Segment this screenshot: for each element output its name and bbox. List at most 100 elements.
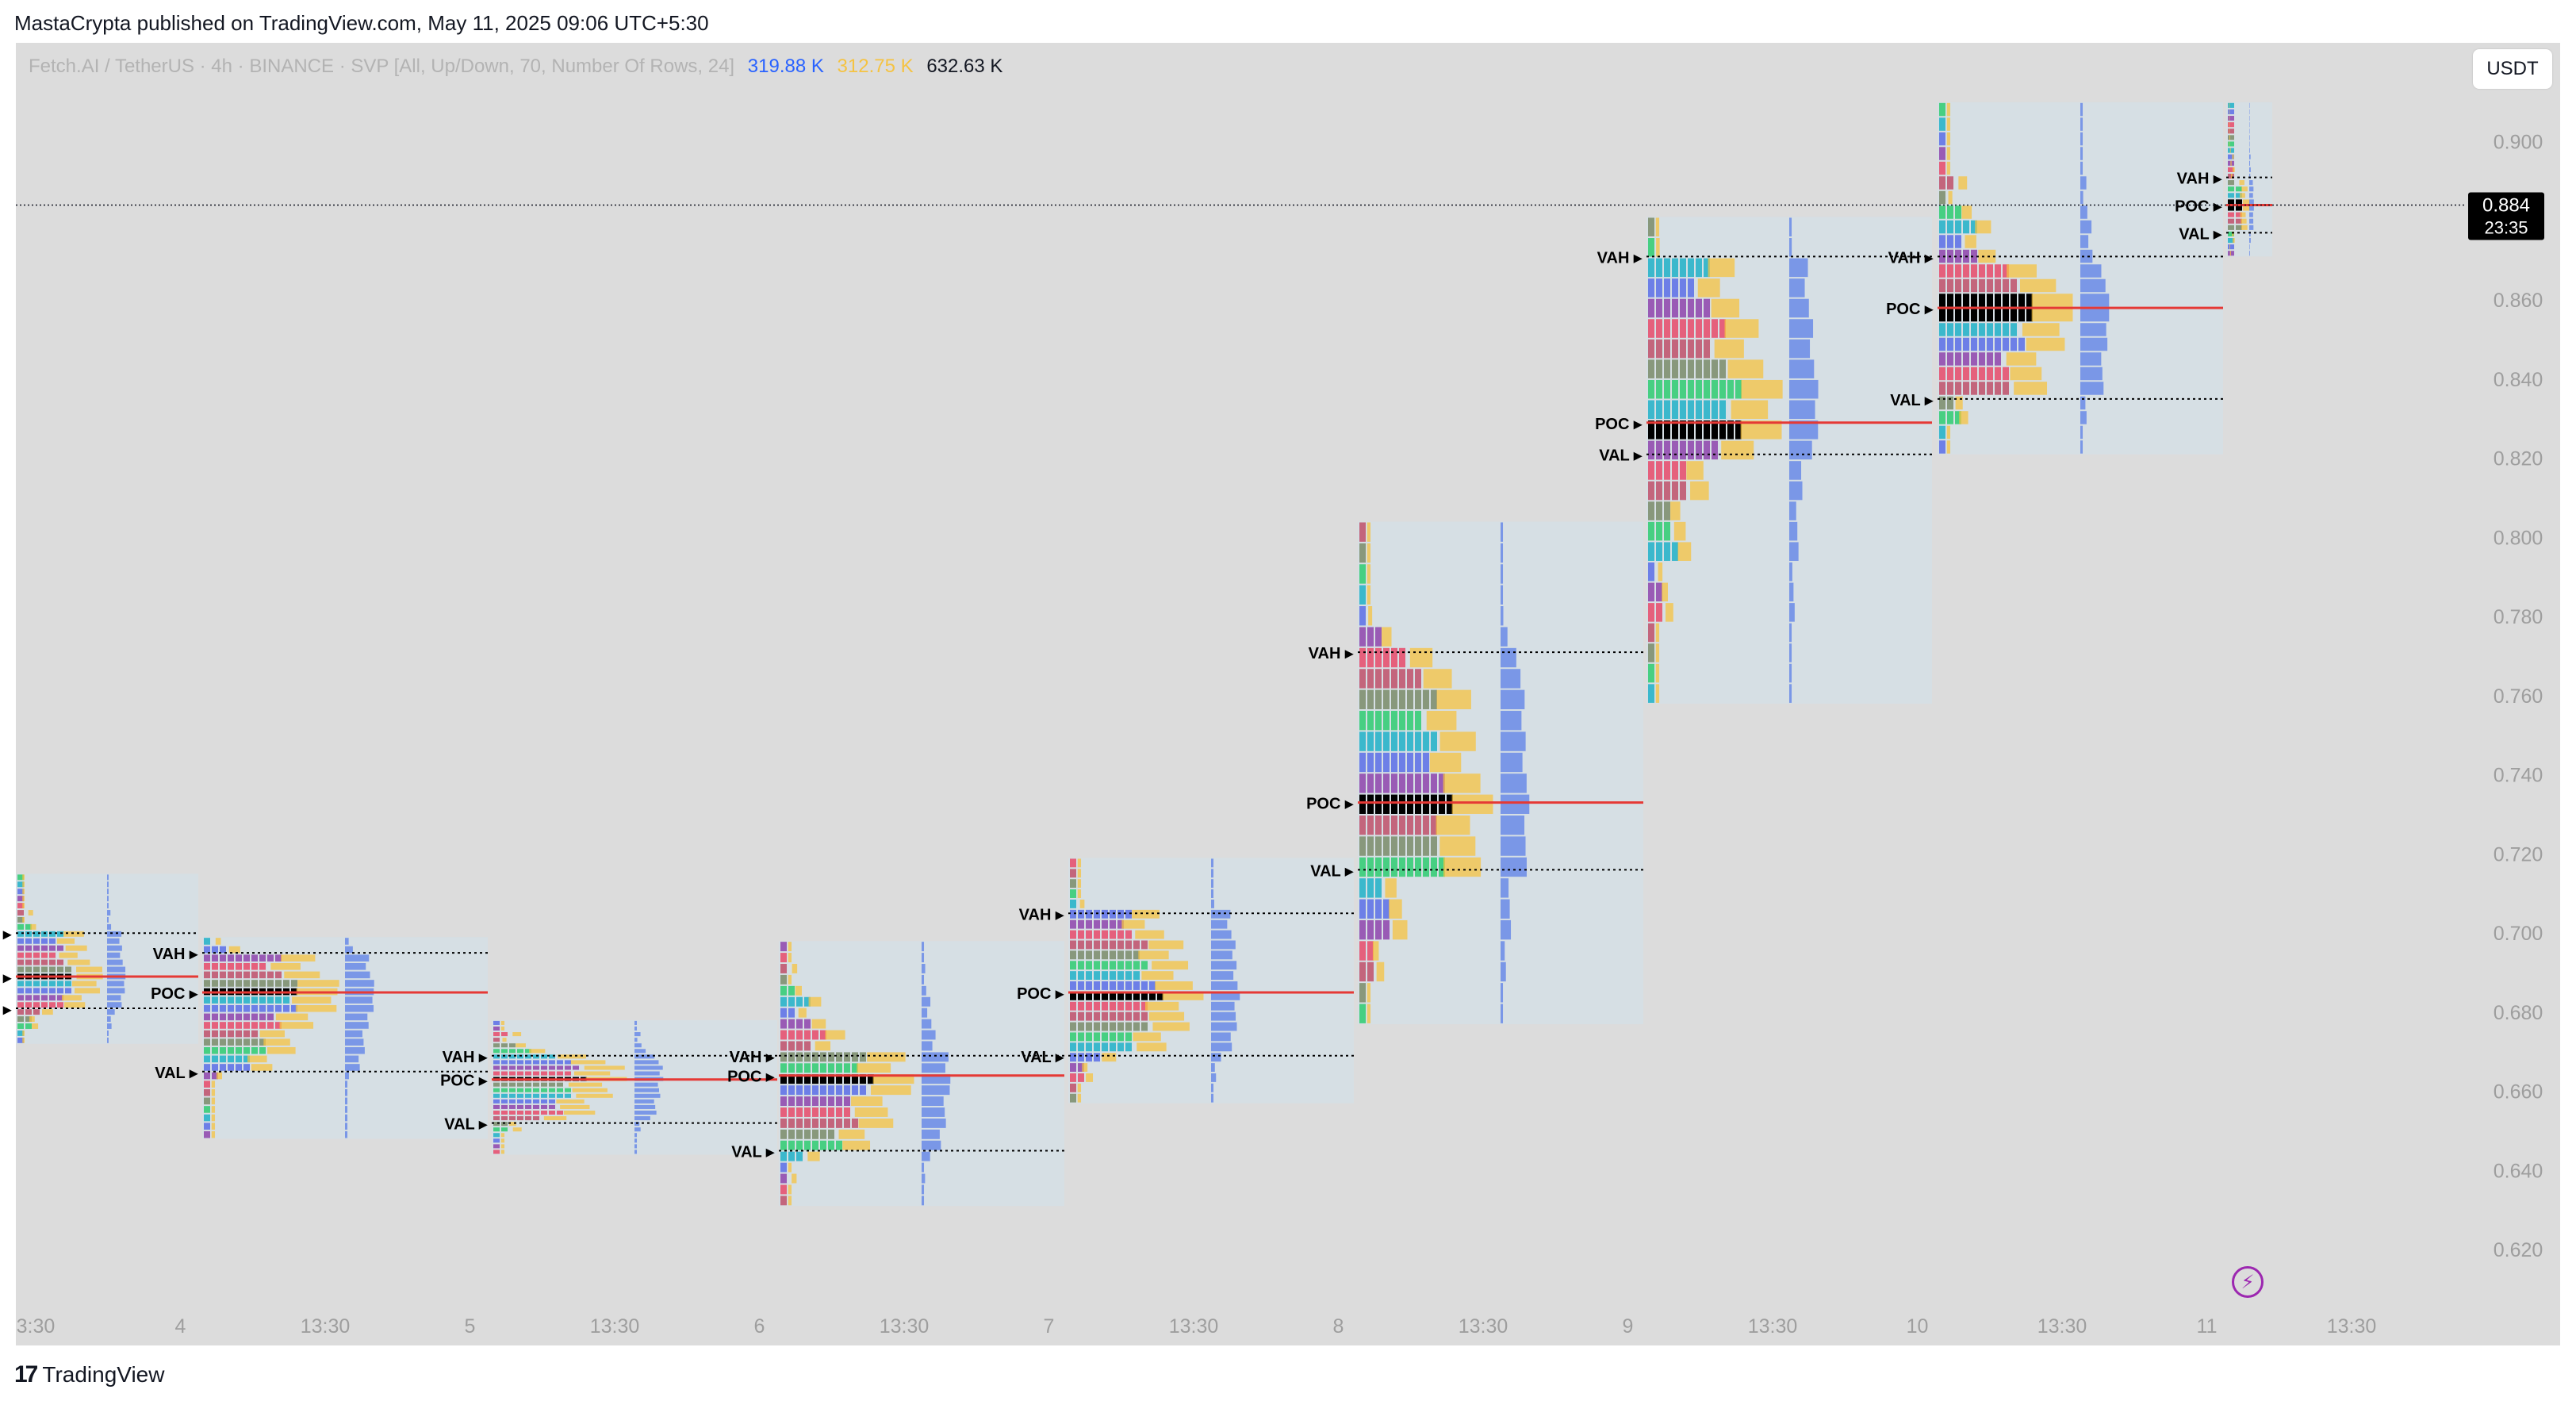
profile-bar <box>1735 379 1742 399</box>
profile-bar <box>1664 461 1670 480</box>
down-volume-bar <box>107 952 121 958</box>
down-volume-bar <box>107 896 109 902</box>
x-tick-label: 11 <box>2197 1315 2218 1338</box>
profile-bar <box>2228 238 2234 244</box>
profile-bar <box>780 1129 787 1139</box>
profile-bar <box>1995 367 2001 381</box>
profile-bar <box>804 1030 811 1040</box>
up-volume-bar <box>798 1008 807 1018</box>
profile-bar <box>1375 794 1382 814</box>
profile-bar <box>804 1107 811 1117</box>
down-volume-bar <box>922 953 925 963</box>
down-volume-bar <box>345 1088 348 1096</box>
profile-bar <box>1078 930 1084 939</box>
profile-bar <box>828 1140 834 1150</box>
profile-bar <box>517 1065 523 1070</box>
profile-bar <box>836 1074 842 1084</box>
profile-bar <box>493 1082 500 1087</box>
profile-bar <box>220 954 226 962</box>
profile-bar <box>541 1065 547 1070</box>
down-volume-bar <box>2249 173 2251 179</box>
profile-bar <box>541 1099 547 1104</box>
x-tick-label: 9 <box>1623 1315 1634 1338</box>
down-volume-bar <box>1789 663 1792 683</box>
up-volume-bar <box>295 1004 337 1012</box>
up-volume-bar <box>1077 858 1082 868</box>
profile-bar <box>1110 950 1116 960</box>
profile-bar <box>2228 148 2234 153</box>
down-volume-bar <box>1211 1042 1232 1052</box>
up-volume-bar <box>1077 889 1082 898</box>
profile-bar <box>65 988 71 994</box>
down-volume-bar <box>1211 1053 1221 1062</box>
profile-bar <box>1415 815 1421 835</box>
profile-bar <box>1102 1032 1108 1042</box>
profile-bar <box>1995 352 2001 366</box>
profile-bar <box>1947 382 1953 395</box>
up-volume-bar <box>1367 1004 1371 1023</box>
profile-bar <box>1367 899 1374 919</box>
profile-bar <box>533 1116 539 1121</box>
profile-bar <box>1648 521 1654 541</box>
profile-bar <box>549 1110 555 1115</box>
profile-bar <box>804 1129 811 1139</box>
profile-bar <box>204 1072 210 1080</box>
profile-bar <box>509 1099 516 1104</box>
profile-bar <box>1086 940 1092 950</box>
profile-bar <box>1078 1073 1084 1082</box>
profile-bar <box>780 964 787 973</box>
profile-bar <box>525 1110 531 1115</box>
profile-bar <box>275 1022 282 1029</box>
profile-bar <box>1415 752 1421 773</box>
profile-bar <box>1094 1032 1100 1042</box>
down-volume-bar <box>2080 161 2083 175</box>
profile-bar <box>517 1099 523 1104</box>
profile-bar <box>533 1065 539 1070</box>
profile-bar <box>493 1150 500 1154</box>
profile-bar <box>1656 420 1662 439</box>
profile-bar <box>1110 1042 1116 1052</box>
profile-bar <box>493 1065 500 1070</box>
down-volume-bar <box>1789 501 1796 520</box>
profile-bar <box>283 996 289 1004</box>
profile-bar <box>1423 857 1429 877</box>
profile-bar <box>804 1052 811 1062</box>
profile-bar <box>1375 647 1382 668</box>
profile-bar <box>812 1107 818 1117</box>
down-volume-bar <box>2249 212 2253 217</box>
profile-bar <box>1680 339 1686 359</box>
profile-bar <box>1399 794 1405 814</box>
profile-bar <box>780 1196 787 1206</box>
session-box <box>1938 102 2223 455</box>
profile-bar <box>1359 941 1366 961</box>
profile-bar <box>549 1082 555 1087</box>
down-volume-bar <box>345 1055 359 1063</box>
profile-bar <box>1696 319 1702 338</box>
down-volume-bar <box>2080 382 2104 395</box>
profile-bar <box>251 996 258 1004</box>
profile-bar <box>1125 940 1132 950</box>
profile-bar <box>1125 1042 1132 1052</box>
down-volume-bar <box>922 1196 925 1206</box>
lightning-icon[interactable]: ⚡ <box>2232 1266 2264 1298</box>
profile-bar <box>1070 1032 1076 1042</box>
up-volume-bar <box>857 1063 891 1073</box>
profile-bar <box>1979 382 1985 395</box>
profile-bar <box>1359 606 1366 626</box>
profile-bar <box>493 1099 500 1104</box>
up-volume-bar <box>29 1016 35 1023</box>
profile-bar <box>1987 337 1993 351</box>
profile-bar <box>1704 339 1710 359</box>
y-tick-label: 0.680 <box>2494 1002 2543 1024</box>
profile-bar <box>1431 836 1437 856</box>
vah-label: VAH ▸ <box>153 946 198 963</box>
profile-bar <box>820 1030 826 1040</box>
currency-button[interactable]: USDT <box>2473 49 2552 89</box>
profile-bar <box>17 959 24 965</box>
profile-bar <box>1947 235 1953 248</box>
profile-bar <box>1070 1042 1076 1052</box>
profile-bar <box>541 1088 547 1092</box>
profile-bar <box>820 1107 826 1117</box>
session-box <box>492 1019 777 1155</box>
